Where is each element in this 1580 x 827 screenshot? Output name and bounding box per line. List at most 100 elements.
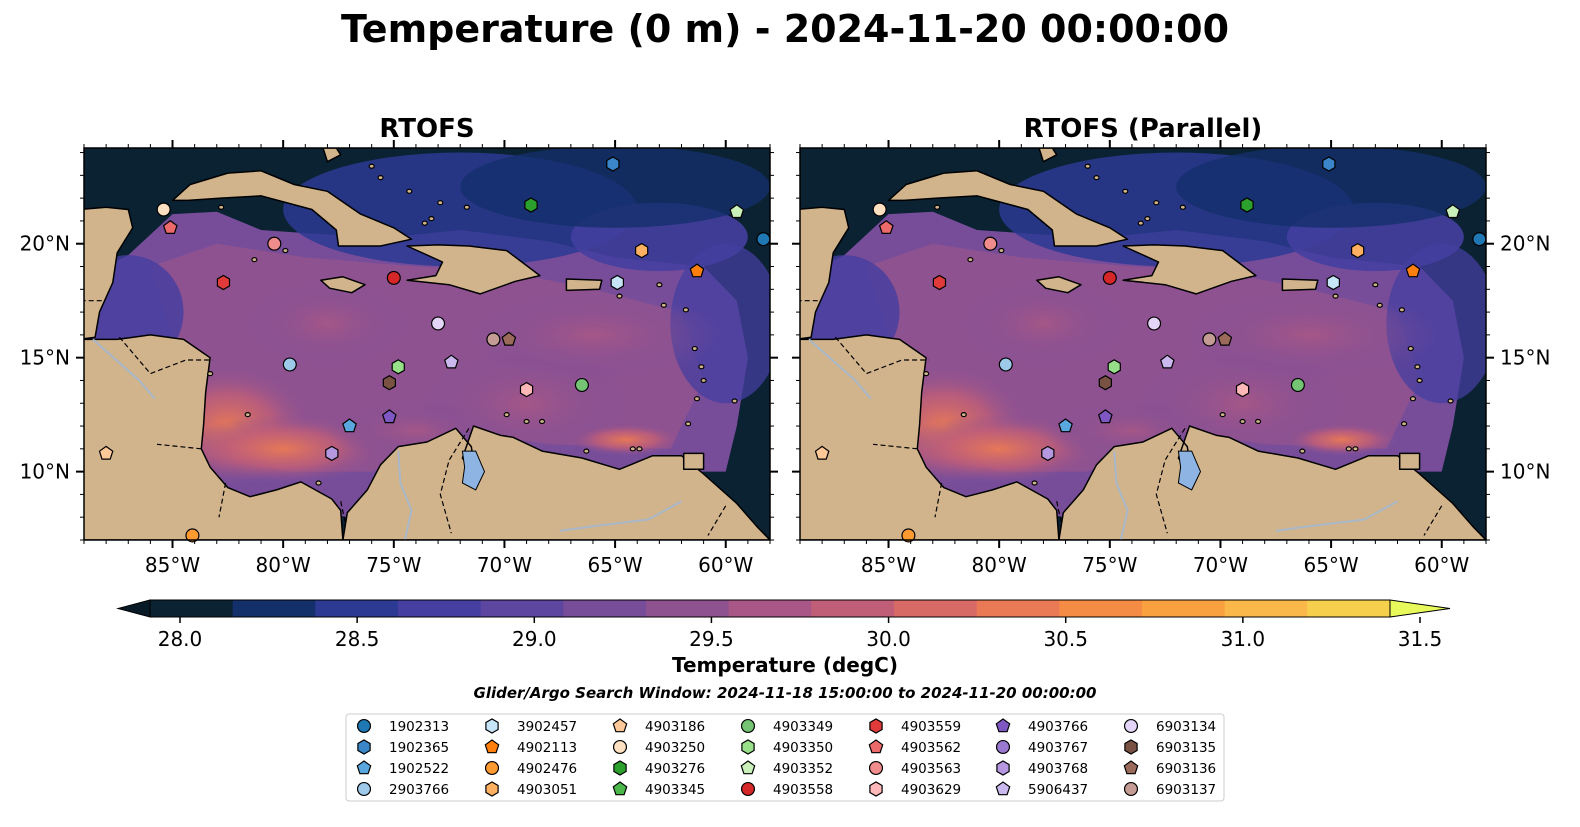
float-marker-6903135: [1098, 375, 1112, 391]
float-marker-4903349: [574, 377, 589, 393]
float-marker-4902113: [689, 263, 705, 278]
map-panel-rtofs: RTOFS 85°W 80°W 75°W 70°W 65°W 60°W 10°N 15°N 20°…: [20, 114, 778, 577]
float-marker-6903134: [431, 316, 446, 331]
legend-item-6903134: 6903134: [1123, 718, 1216, 735]
legend-item-4903051: 4903051: [485, 781, 577, 798]
legend-item-4903768: 4903768: [996, 760, 1088, 777]
colorbar: 28.0 28.5 29.0 29.5 30.0 30.5 31.0 31.5: [116, 599, 1451, 651]
legend-label: 4902476: [517, 761, 577, 777]
search-window-note: Glider/Argo Search Window: 2024-11-18 15…: [474, 684, 1097, 702]
legend-marker: [740, 760, 756, 775]
lon-tick-label: 80°W: [256, 553, 311, 577]
legend-label: 1902313: [389, 719, 449, 735]
float-marker-4903352: [729, 204, 745, 219]
colorbar-bin: [232, 600, 316, 617]
lon-tick-label: 60°W: [698, 553, 753, 577]
float-marker-5906437: [1159, 354, 1175, 369]
float-marker-4903051: [1351, 242, 1365, 259]
legend-label: 4903349: [773, 719, 833, 735]
legend-label: 4903350: [773, 740, 833, 756]
legend-item-4903345: 4903345: [612, 781, 705, 798]
legend-label: 4903559: [901, 719, 961, 735]
float-legend: 1902313 1902365 1902522 2903766 3902457 49021…: [345, 713, 1225, 802]
map-frame: [83, 147, 771, 541]
legend-marker: [869, 718, 883, 734]
legend-marker: [613, 760, 627, 776]
landmass: [84, 148, 770, 540]
legend-item-4903559: 4903559: [869, 718, 961, 735]
legend-label: 6903135: [1156, 740, 1216, 756]
float-marker-6903135: [382, 375, 396, 391]
legend-label: 4903766: [1028, 719, 1088, 735]
legend-item-4903349: 4903349: [740, 718, 833, 735]
legend-box: [345, 713, 1225, 802]
legend-item-4903350: 4903350: [741, 739, 833, 756]
panel-title: RTOFS: [379, 114, 474, 144]
float-marker-1902313: [756, 232, 771, 247]
legend-marker: [868, 760, 884, 776]
legend-marker: [484, 739, 500, 754]
legend-label: 2903766: [389, 782, 449, 798]
float-marker-4903250: [156, 202, 171, 217]
legend-marker: [485, 718, 499, 734]
lon-tick-label: 85°W: [145, 553, 200, 577]
float-marker-1902313: [1472, 232, 1487, 247]
legend-label: 4903186: [645, 719, 705, 735]
legend-label: 6903134: [1156, 719, 1216, 735]
lat-tick-label: 10°N: [20, 460, 70, 484]
lon-tick-label: 70°W: [477, 553, 532, 577]
legend-label: 4903276: [645, 761, 705, 777]
float-marker-1902522: [1058, 418, 1073, 433]
legend-marker: [612, 739, 628, 755]
float-marker-4903558: [386, 270, 401, 285]
colorbar-tick-label: 31.5: [1398, 627, 1443, 651]
colorbar-bin: [894, 600, 978, 617]
lon-tick-label: 75°W: [366, 553, 421, 577]
colorbar-tick-label: 29.5: [689, 627, 734, 651]
float-marker-4902476: [901, 528, 916, 543]
figure-title: Temperature (0 m) - 2024-11-20 00:00:00: [341, 7, 1229, 51]
float-markers: [98, 156, 771, 543]
legend-item-3902457: 3902457: [485, 718, 577, 735]
legend-label: 4903345: [645, 782, 705, 798]
float-marker-4903350: [391, 359, 405, 375]
float-marker-4903250: [872, 202, 887, 217]
float-marker-4903562: [162, 220, 178, 234]
landmass: [800, 148, 1486, 540]
legend-marker: [612, 718, 628, 733]
lat-tick-label: 20°N: [1500, 232, 1550, 256]
legend-item-4903562: 4903562: [868, 739, 961, 756]
float-marker-3902457: [610, 274, 624, 291]
legend-marker: [995, 718, 1011, 733]
legend-item-6903137: 6903137: [1123, 781, 1216, 798]
legend-item-4902476: 4902476: [484, 760, 577, 777]
legend-marker: [484, 760, 500, 776]
colorbar-bin: [150, 600, 234, 617]
legend-marker: [357, 739, 371, 755]
legend-marker: [1123, 781, 1139, 797]
legend-item-4903352: 4903352: [740, 760, 833, 777]
legend-marker: [485, 781, 499, 797]
legend-marker: [996, 760, 1010, 776]
legend-marker: [868, 739, 884, 754]
float-marker-4903558: [1102, 270, 1117, 285]
colorbar-bin: [563, 600, 647, 617]
float-marker-4903629: [1235, 381, 1250, 398]
float-markers: [814, 156, 1487, 543]
lon-tick-label: 60°W: [1414, 553, 1469, 577]
legend-marker: [356, 781, 372, 797]
float-marker-6903136: [1217, 331, 1233, 346]
legend-item-4903250: 4903250: [612, 739, 705, 756]
float-marker-4903768: [1041, 445, 1055, 462]
legend-label: 6903137: [1156, 782, 1216, 798]
float-marker-4903768: [325, 445, 339, 462]
legend-item-6903135: 6903135: [1124, 739, 1216, 756]
lon-tick-label: 70°W: [1193, 553, 1248, 577]
lon-tick-label: 85°W: [861, 553, 916, 577]
float-marker-6903134: [1147, 316, 1162, 331]
legend-marker: [995, 781, 1011, 796]
legend-marker: [741, 739, 755, 755]
legend-label: 4903051: [517, 782, 577, 798]
legend-item-1902365: 1902365: [357, 739, 449, 756]
colorbar-tick-label: 30.0: [866, 627, 911, 651]
